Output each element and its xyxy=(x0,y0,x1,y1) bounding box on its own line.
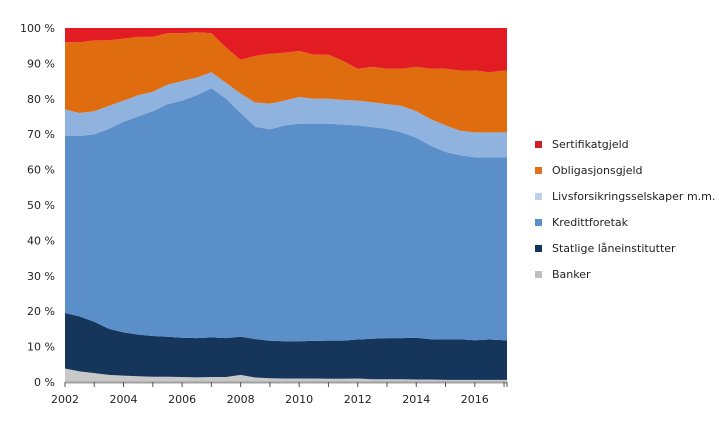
x-axis: 2002 2004 2006 2008 2010 2012 2014 2016 xyxy=(51,381,508,406)
y-tick-label: 30 % xyxy=(27,270,55,283)
x-tick-label: 2014 xyxy=(402,393,430,406)
y-tick-label: 60 % xyxy=(27,164,55,177)
legend-swatch-icon xyxy=(535,244,542,252)
x-tick-label: 2004 xyxy=(110,393,138,406)
y-tick-label: 50 % xyxy=(27,199,55,212)
legend-swatch-icon xyxy=(535,192,542,200)
legend-item-kredittforetak: Kredittforetak xyxy=(535,209,715,235)
y-tick-label: 10 % xyxy=(27,341,55,354)
y-tick-label: 90 % xyxy=(27,57,55,70)
x-tick-label: 2012 xyxy=(344,393,372,406)
y-tick-label: 100 % xyxy=(20,22,55,35)
area-statlige-la-neinstitutter xyxy=(65,313,507,380)
legend-item-sertifikatgjeld: Sertifikatgjeld xyxy=(535,131,715,157)
legend-swatch-icon xyxy=(535,166,542,174)
area-banker xyxy=(65,368,507,382)
area-livsforsikringsselskaper-m-m xyxy=(65,72,507,158)
legend-item-livsforsikring: Livsforsikringsselskaper m.m. xyxy=(535,183,715,209)
legend-item-obligasjonsgjeld: Obligasjonsgjeld xyxy=(535,157,715,183)
y-tick-label: 0 % xyxy=(34,376,55,389)
legend-label: Sertifikatgjeld xyxy=(552,137,629,151)
legend-item-statlige: Statlige låneinstitutter xyxy=(535,235,715,261)
legend-swatch-icon xyxy=(535,140,542,148)
legend: Sertifikatgjeld Obligasjonsgjeld Livsfor… xyxy=(535,131,715,287)
y-tick-label: 80 % xyxy=(27,93,55,106)
y-tick-label: 70 % xyxy=(27,128,55,141)
legend-label: Livsforsikringsselskaper m.m. xyxy=(552,189,716,203)
legend-swatch-icon xyxy=(535,270,542,278)
x-tick-label: 2016 xyxy=(461,393,489,406)
legend-label: Obligasjonsgjeld xyxy=(552,163,643,177)
legend-label: Banker xyxy=(552,267,591,281)
area-obligasjonsgjeld xyxy=(65,32,507,133)
y-axis: 0 % 10 % 20 % 30 % 40 % 50 % 60 % 70 % 80 % 90 % 1… xyxy=(20,22,55,389)
area-kreditt-foretak xyxy=(65,88,507,342)
x-tick-label: 2010 xyxy=(285,393,313,406)
y-tick-label: 40 % xyxy=(27,234,55,247)
y-tick-label: 20 % xyxy=(27,305,55,318)
legend-label: Statlige låneinstitutter xyxy=(552,241,676,255)
legend-item-banker: Banker xyxy=(535,261,715,287)
x-tick-label: 2006 xyxy=(168,393,196,406)
legend-label: Kredittforetak xyxy=(552,215,629,229)
legend-swatch-icon xyxy=(535,218,542,226)
area-sertifikatgjeld xyxy=(65,28,507,73)
x-tick-label: 2008 xyxy=(227,393,255,406)
area-series-group xyxy=(65,28,507,382)
x-tick-label: 2002 xyxy=(51,393,79,406)
